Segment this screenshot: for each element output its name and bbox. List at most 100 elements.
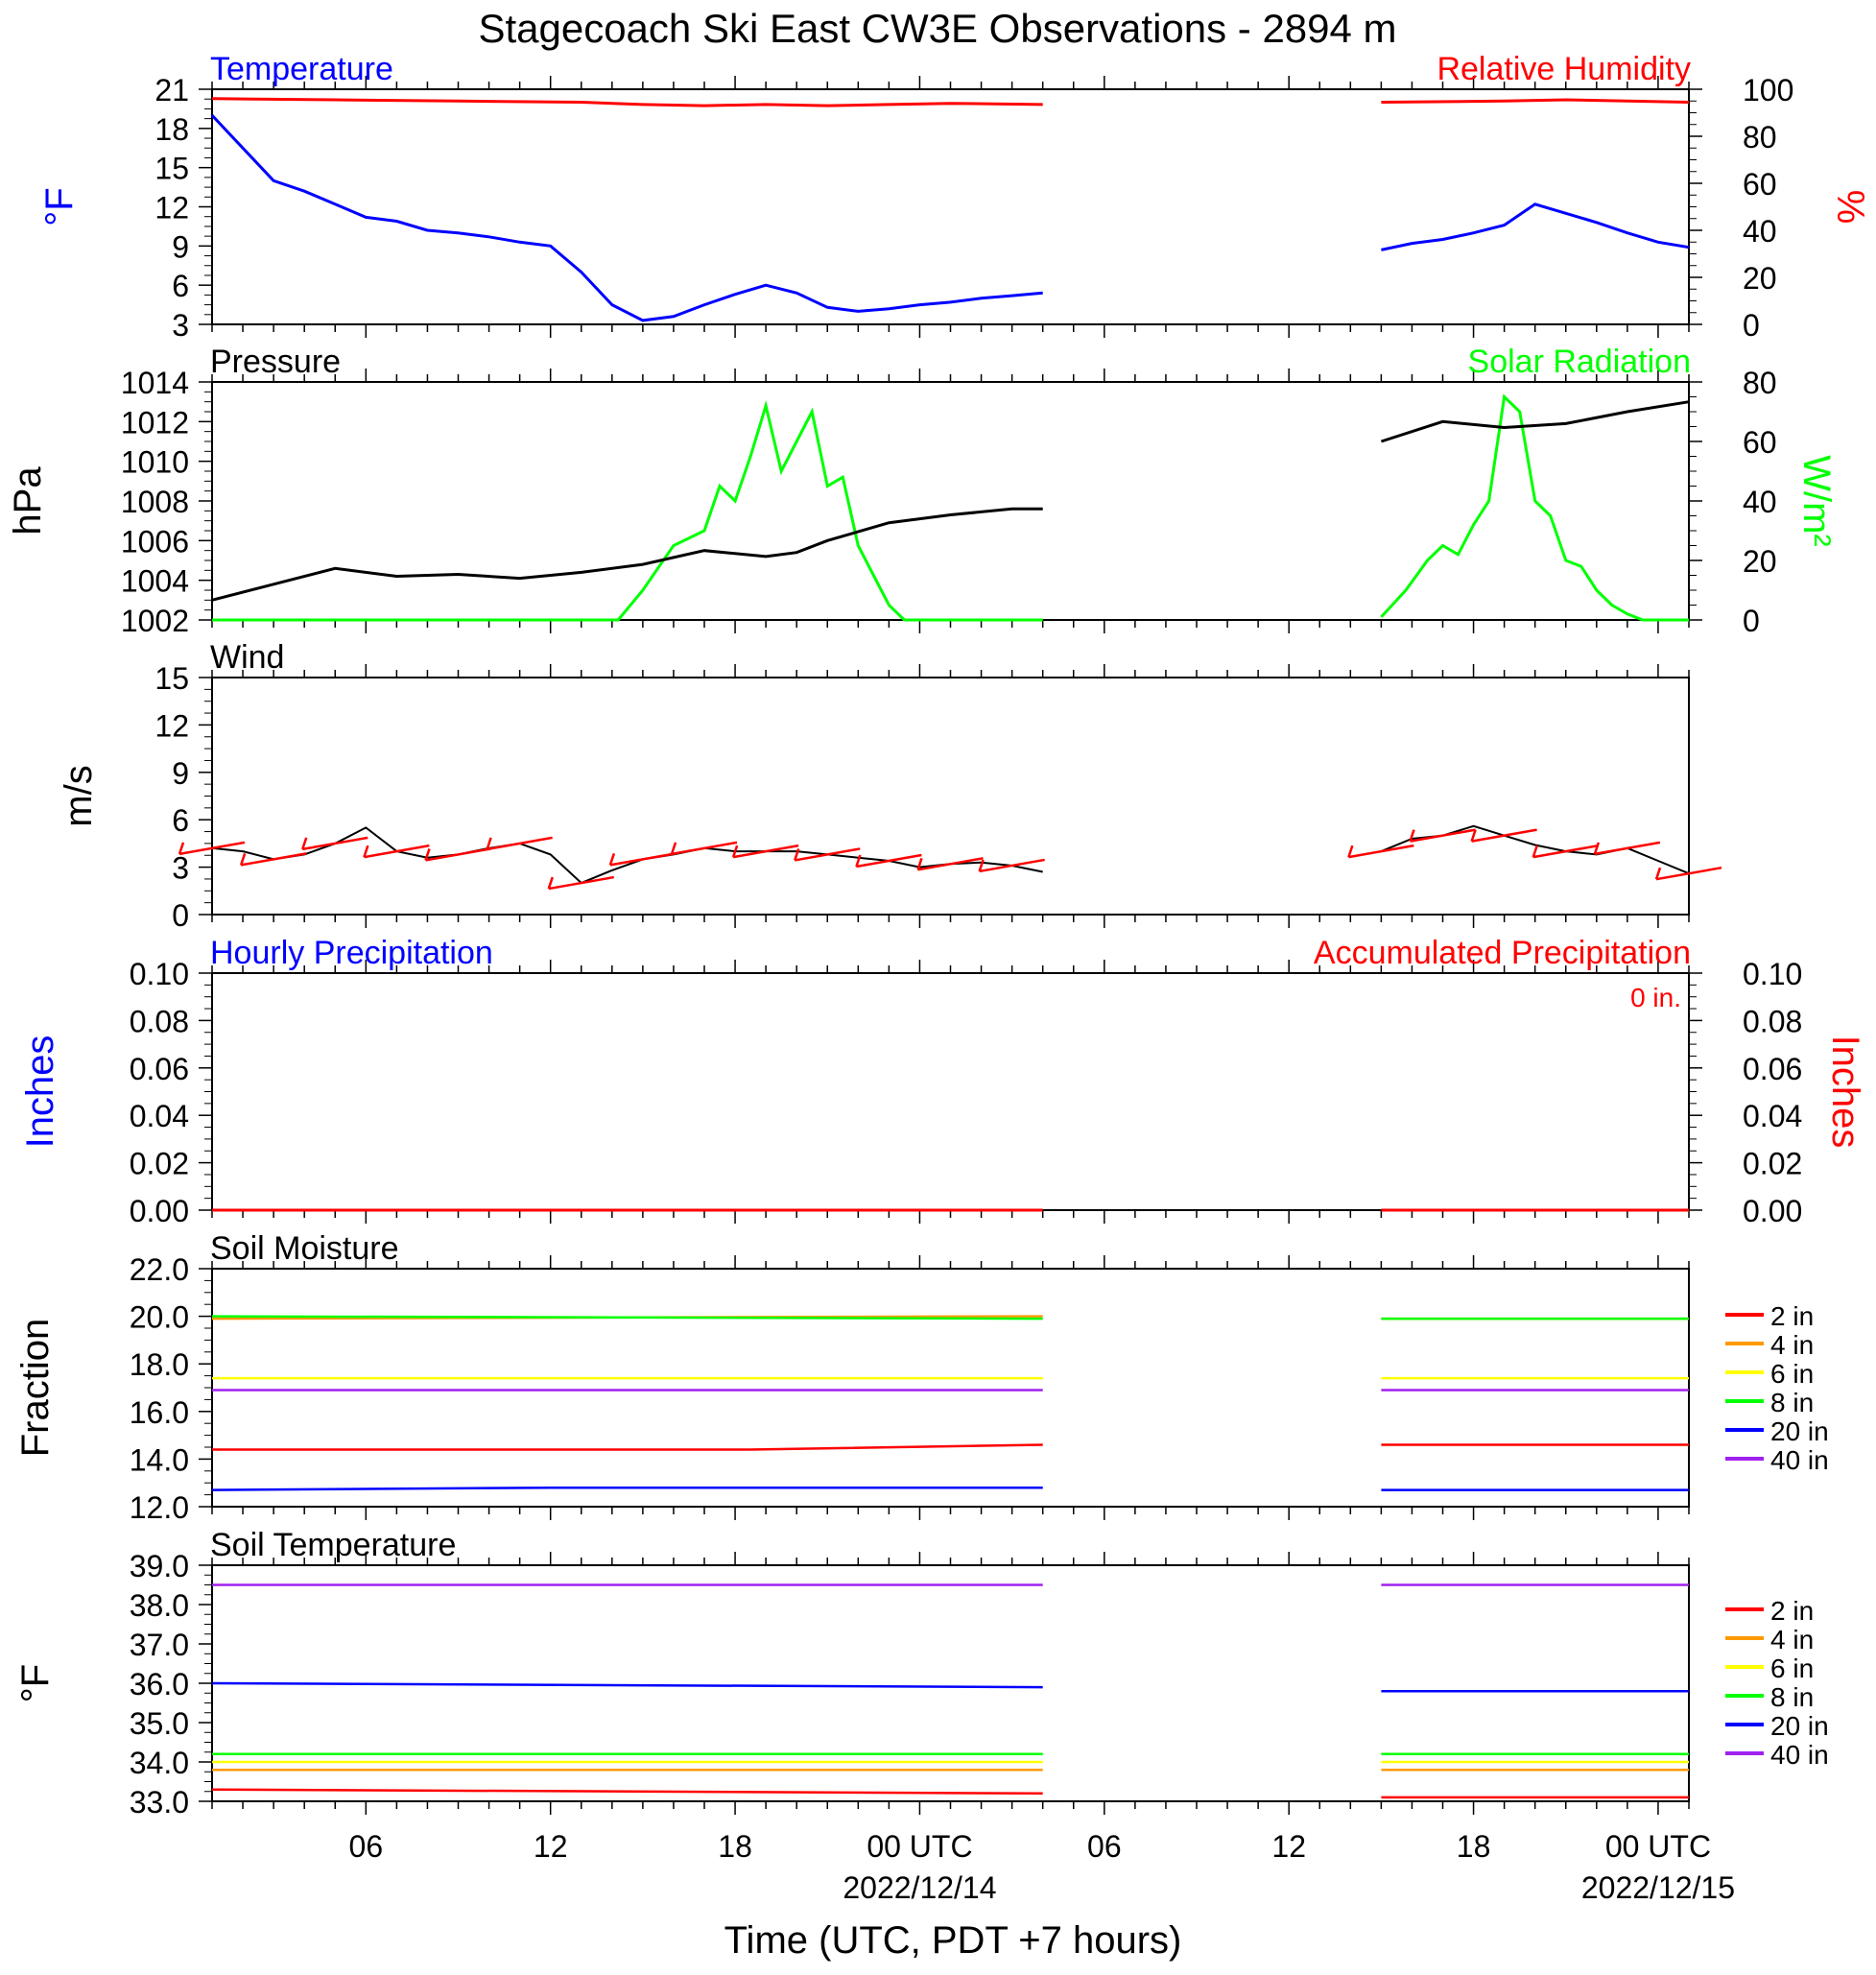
left-y-tick-label: 3 — [172, 308, 189, 343]
wind-barb-flag — [1347, 845, 1354, 858]
left-y-tick-label: 12 — [154, 708, 189, 743]
panel-precipitation: 0.00 0.02 0.04 0.06 0.08 0.10 0.00 0.02 0.04 0.06… — [19, 935, 1866, 1228]
panel-soil-moisture: 12.0 14.0 16.0 18.0 20.0 22.0 Soil Moisture Fra… — [14, 1230, 1829, 1525]
soil-temperature-line — [211, 1681, 1689, 1693]
right-y-tick-label: 80 — [1743, 366, 1777, 400]
hourly-precip-title: Hourly Precipitation — [210, 935, 493, 971]
left-y-tick-label: 15 — [154, 661, 189, 696]
wind-barb-flag — [670, 842, 677, 855]
humidity-unit: % — [1829, 190, 1871, 225]
right-y-tick-label: 20 — [1743, 261, 1777, 296]
chart-title: Stagecoach Ski East CW3E Observations - … — [478, 6, 1396, 51]
left-y-tick-label: 12.0 — [130, 1490, 189, 1525]
right-y-tick-label: 0.00 — [1743, 1194, 1802, 1228]
wind-barb — [1594, 841, 1661, 856]
wind-barb — [487, 836, 553, 851]
legend-label: 8 in — [1770, 1388, 1814, 1417]
left-y-tick-label: 16.0 — [130, 1395, 189, 1430]
right-y-tick-label: 100 — [1743, 73, 1793, 107]
soil-temperature-line — [211, 1788, 1689, 1799]
right-y-tick-label: 40 — [1743, 485, 1777, 519]
x-tick-label: 12 — [534, 1829, 568, 1864]
wind-barb-flag — [916, 857, 923, 870]
wind-barb — [732, 844, 799, 859]
panel-wind: 0 3 6 9 12 15 Wind m/s — [58, 639, 1722, 933]
left-y-tick-label: 1010 — [121, 445, 189, 480]
right-y-tick-label: 60 — [1743, 425, 1777, 460]
wind-title: Wind — [210, 639, 284, 676]
left-y-tick-label: 6 — [172, 803, 189, 838]
left-y-tick-label: 9 — [172, 756, 189, 791]
wind-barb-flag — [547, 876, 554, 890]
x-tick-label: 18 — [1457, 1829, 1491, 1864]
left-y-tick-label: 6 — [172, 269, 189, 303]
panel-temperature-humidity: 3 6 912 15 18 21 0 20 40 60 80 100 Temperature Relati… — [38, 51, 1871, 343]
left-y-tick-label: 1008 — [121, 485, 189, 519]
wind-speed-line — [211, 824, 1690, 885]
left-y-tick-label: 36.0 — [130, 1667, 189, 1701]
panel-pressure-solar-frame — [211, 381, 1690, 621]
temperature-title: Temperature — [210, 51, 393, 87]
left-y-tick-label: 22.0 — [130, 1252, 189, 1287]
solar-line — [212, 393, 1689, 622]
wind-barb-flag — [301, 837, 308, 850]
left-y-tick-label: 18 — [154, 112, 189, 147]
left-y-tick-label: 0.04 — [130, 1099, 189, 1133]
legend-label: 4 in — [1770, 1330, 1814, 1360]
legend-label: 6 in — [1770, 1359, 1814, 1389]
left-y-tick-label: 18.0 — [130, 1347, 189, 1382]
wind-barb — [1532, 844, 1599, 859]
wind-barb — [548, 875, 614, 891]
right-y-tick-label: 0 — [1743, 604, 1760, 638]
wind-barb-flag — [363, 845, 369, 858]
left-y-tick-label: 35.0 — [130, 1706, 189, 1741]
left-y-tick-label: 34.0 — [130, 1746, 189, 1780]
panel-temperature-humidity-frame — [211, 88, 1690, 325]
legend-label: 20 in — [1770, 1711, 1829, 1741]
right-y-tick-label: 0.10 — [1743, 957, 1802, 991]
legend-label: 4 in — [1770, 1625, 1814, 1654]
pressure-unit: hPa — [7, 466, 49, 535]
pressure-title: Pressure — [210, 344, 341, 380]
precip-left-unit: Inches — [19, 1035, 61, 1149]
humidity-title: Relative Humidity — [1437, 51, 1691, 87]
humidity-line — [211, 97, 1690, 107]
wind-barb — [917, 857, 984, 871]
wind-barb — [795, 847, 861, 862]
solar-unit: W/m² — [1795, 455, 1838, 547]
left-y-tick-label: 12 — [154, 191, 189, 226]
left-y-tick-label: 38.0 — [130, 1588, 189, 1623]
pressure-line — [211, 400, 1690, 602]
wind-barb — [178, 841, 246, 856]
wind-barb-flag — [1593, 842, 1601, 855]
wind-barb-flag — [178, 842, 185, 855]
right-y-tick-label: 0.08 — [1743, 1004, 1802, 1038]
left-y-tick-label: 1002 — [121, 604, 189, 638]
x-tick-label: 00 UTC — [867, 1829, 972, 1864]
wind-barb-flag — [239, 852, 247, 866]
soil-moisture-line — [211, 1486, 1689, 1491]
left-y-tick-label: 37.0 — [130, 1628, 189, 1662]
right-y-tick-label: 0.02 — [1743, 1147, 1802, 1181]
left-y-tick-label: 1014 — [121, 366, 189, 400]
left-y-tick-label: 0.00 — [130, 1194, 189, 1228]
wind-barb-flag — [424, 848, 431, 861]
accum-precip-total: 0 in. — [1630, 983, 1681, 1012]
wind-barb-flag — [1532, 845, 1538, 858]
wind-barb — [425, 847, 491, 862]
wind-barb — [1348, 844, 1414, 859]
solar-title: Solar Radiation — [1468, 344, 1691, 380]
left-y-tick-label: 0 — [172, 898, 189, 933]
panel-soil-temperature: 33.0 34.0 35.0 36.0 37.0 38.0 39.0 Soil Tempera… — [14, 1527, 1829, 1820]
legend-label: 40 in — [1770, 1740, 1829, 1770]
left-y-tick-label: 20.0 — [130, 1300, 189, 1335]
panel-pressure-solar: 1002 1004 1006 1008 1010 1012 1014 0 20 40 60 80 Pre… — [7, 344, 1838, 638]
legend-label: 40 in — [1770, 1445, 1829, 1475]
wind-barb — [1655, 866, 1722, 881]
x-tick-label: 06 — [1087, 1829, 1122, 1864]
legend-label: 6 in — [1770, 1654, 1814, 1683]
right-y-tick-label: 0 — [1743, 308, 1760, 343]
wind-barb-flag — [608, 852, 616, 866]
right-y-tick-label: 0.06 — [1743, 1052, 1802, 1086]
x-tick-label: 18 — [718, 1829, 752, 1864]
